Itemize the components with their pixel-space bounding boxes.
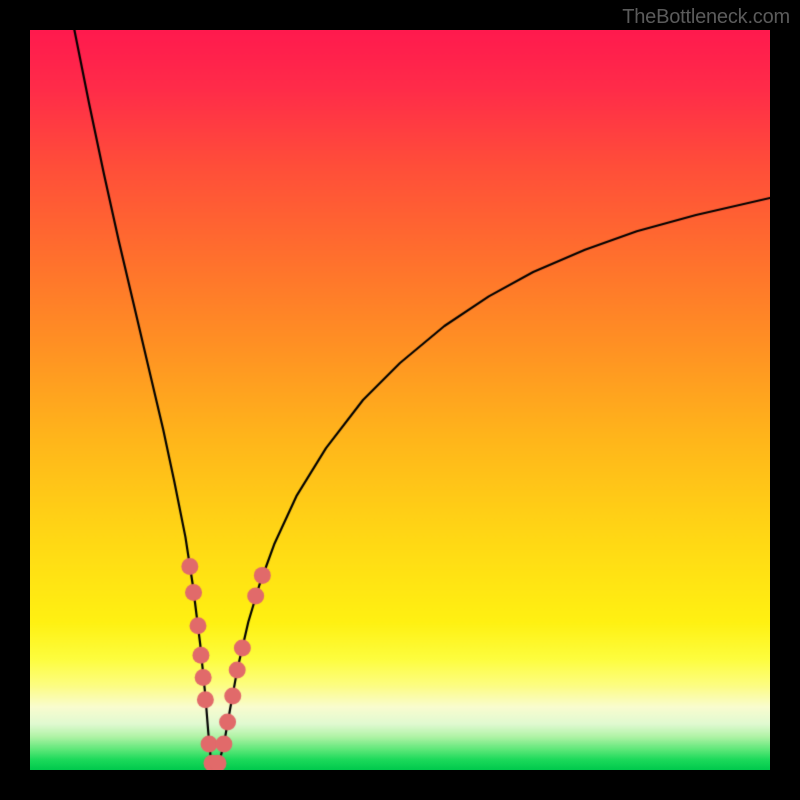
bottleneck-curve — [30, 30, 770, 770]
plot-area — [30, 30, 770, 770]
watermark-text: TheBottleneck.com — [622, 6, 790, 29]
chart-container: TheBottleneck.com — [0, 0, 800, 800]
